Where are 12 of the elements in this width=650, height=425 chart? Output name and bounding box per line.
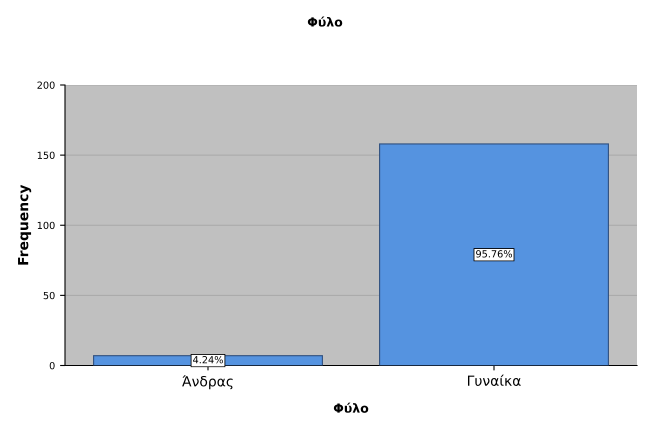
y-tick-label: 50 [44, 292, 55, 300]
y-tick-label: 150 [38, 152, 55, 159]
y-axis-title: Frequency [18, 184, 32, 265]
text: Φύλο [334, 402, 368, 413]
y-tick-label: 100 [38, 222, 55, 230]
x-tick-label: Άνδρας [182, 375, 233, 390]
y-tick-label: 200 [37, 81, 55, 89]
x-axis-title: Φύλο [308, 16, 342, 27]
annotation: 95.76% [476, 250, 512, 258]
y-tick-label: 0 [50, 362, 55, 370]
x-tick-label: Γυναίκα [468, 374, 521, 386]
annotation: 4.24% [193, 356, 223, 364]
